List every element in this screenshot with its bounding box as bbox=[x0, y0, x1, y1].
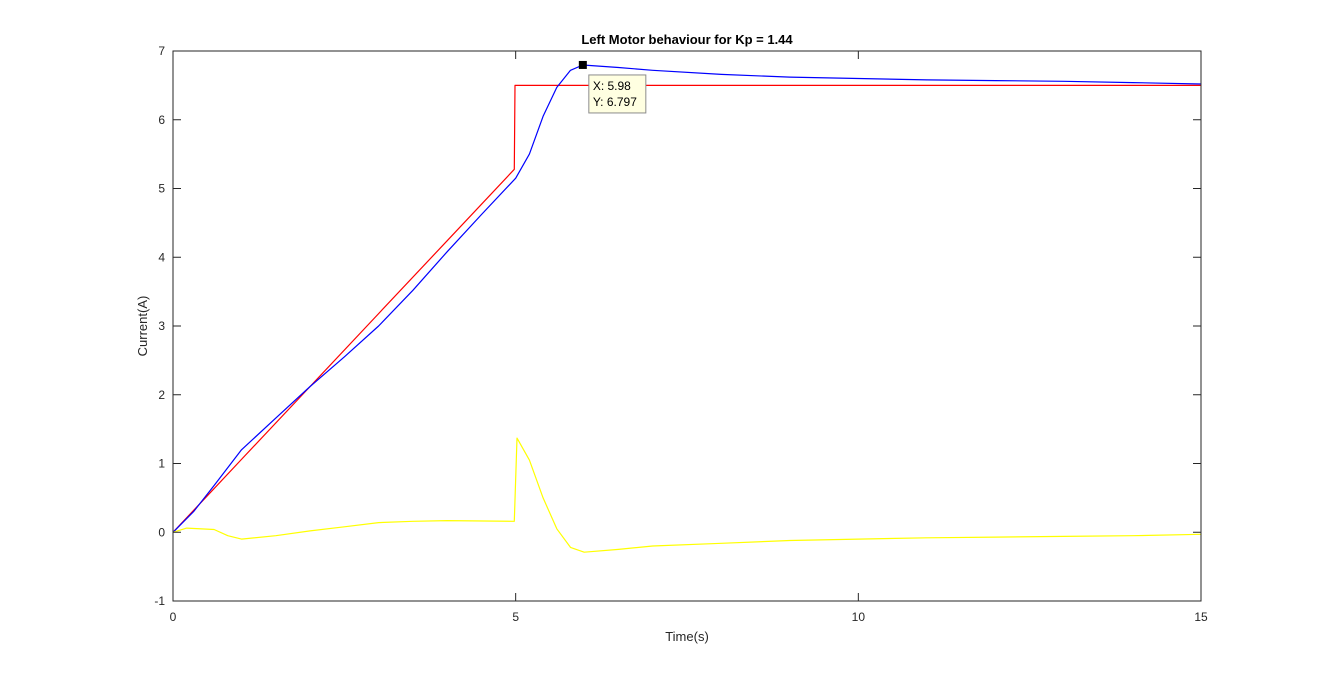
series-line-3 bbox=[172, 437, 1202, 553]
plot-area bbox=[173, 51, 1201, 601]
x-axis-label: Time(s) bbox=[665, 629, 709, 644]
y-tick-label: 0 bbox=[158, 525, 165, 539]
x-tick-label: 0 bbox=[170, 610, 177, 624]
y-tick-label: 4 bbox=[158, 250, 165, 264]
x-tick-label: 10 bbox=[852, 610, 866, 624]
y-tick-label: 6 bbox=[158, 113, 165, 127]
y-tick-label: 7 bbox=[158, 44, 165, 58]
datatip-box bbox=[588, 74, 647, 114]
datatip-x-text: X: 5.98 bbox=[593, 79, 631, 93]
series-line-2 bbox=[172, 64, 1202, 533]
x-tick-label: 5 bbox=[512, 610, 519, 624]
series-line-1 bbox=[172, 84, 1201, 533]
chart-title: Left Motor behaviour for Kp = 1.44 bbox=[581, 32, 793, 47]
ticks-layer: 0 5 10 15 -1 0 1 2 3 4 5 6 7 bbox=[154, 44, 1208, 624]
y-tick-label: 2 bbox=[158, 388, 165, 402]
x-tick-label: 15 bbox=[1194, 610, 1208, 624]
y-tick-label: 3 bbox=[158, 319, 165, 333]
y-tick-label: 5 bbox=[158, 182, 165, 196]
y-axis-label: Current(A) bbox=[135, 296, 150, 357]
datatip[interactable]: X: 5.98 Y: 6.797 bbox=[578, 60, 647, 114]
datatip-y-text: Y: 6.797 bbox=[593, 95, 637, 109]
y-tick-label: -1 bbox=[154, 594, 165, 608]
y-tick-label: 1 bbox=[158, 457, 165, 471]
series-layer bbox=[172, 64, 1202, 553]
datatip-marker[interactable] bbox=[578, 60, 587, 69]
